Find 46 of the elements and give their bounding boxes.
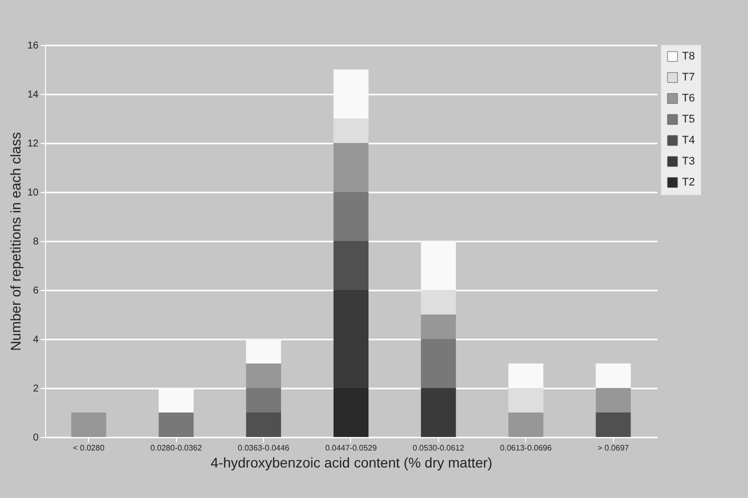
- bar: [420, 388, 456, 437]
- bar: [508, 364, 544, 388]
- bar: [596, 412, 631, 437]
- legend-label: T8: [682, 50, 695, 62]
- y-axis-title: Number of repetitions in each class: [7, 132, 24, 351]
- bar: [596, 388, 631, 412]
- x-tick-label: > 0.0697: [598, 444, 630, 452]
- bar: [334, 118, 368, 143]
- bar: [420, 314, 456, 339]
- y-tick-label: 8: [32, 236, 39, 248]
- bar: [508, 412, 544, 437]
- x-tick-label: < 0.0280: [73, 444, 105, 452]
- y-tick-label: 16: [27, 40, 39, 52]
- bar: [334, 241, 368, 290]
- x-tick-label: 0.0447-0.0529: [325, 444, 378, 452]
- legend-label: T2: [682, 176, 695, 188]
- legend-label: T3: [682, 156, 695, 168]
- bar: [71, 412, 106, 437]
- bar: [334, 192, 368, 241]
- bar: [334, 143, 368, 192]
- bar: [420, 290, 456, 314]
- legend-label: T4: [682, 134, 695, 146]
- legend-label: T5: [682, 114, 695, 126]
- bar: [246, 388, 282, 412]
- bar: [334, 388, 368, 437]
- y-tick-label: 2: [32, 384, 39, 394]
- x-tick-label: 0.0363-0.0446: [238, 444, 290, 452]
- bar: [420, 339, 456, 388]
- y-tick-label: 10: [27, 188, 39, 198]
- bar: [596, 364, 631, 388]
- legend-label: T6: [682, 92, 695, 104]
- bar: [508, 388, 544, 412]
- y-tick-label: 0: [32, 432, 39, 444]
- bar: [246, 364, 282, 388]
- x-tick-label: 0.0280-0.0362: [150, 444, 202, 452]
- x-axis-title: 4-hydroxybenzoic acid content (% dry matter): [210, 454, 492, 470]
- x-tick-label: 0.0613-0.0696: [500, 444, 552, 452]
- bar: [246, 412, 282, 437]
- y-tick-label: 14: [27, 90, 39, 100]
- y-tick-label: 6: [32, 286, 39, 296]
- legend-label: T7: [682, 72, 695, 84]
- y-tick-label: 4: [32, 334, 39, 346]
- bar: [158, 412, 194, 437]
- y-tick-label: 12: [27, 138, 39, 150]
- x-tick-label: 0.0530-0.0612: [412, 444, 465, 452]
- bar: [334, 290, 368, 388]
